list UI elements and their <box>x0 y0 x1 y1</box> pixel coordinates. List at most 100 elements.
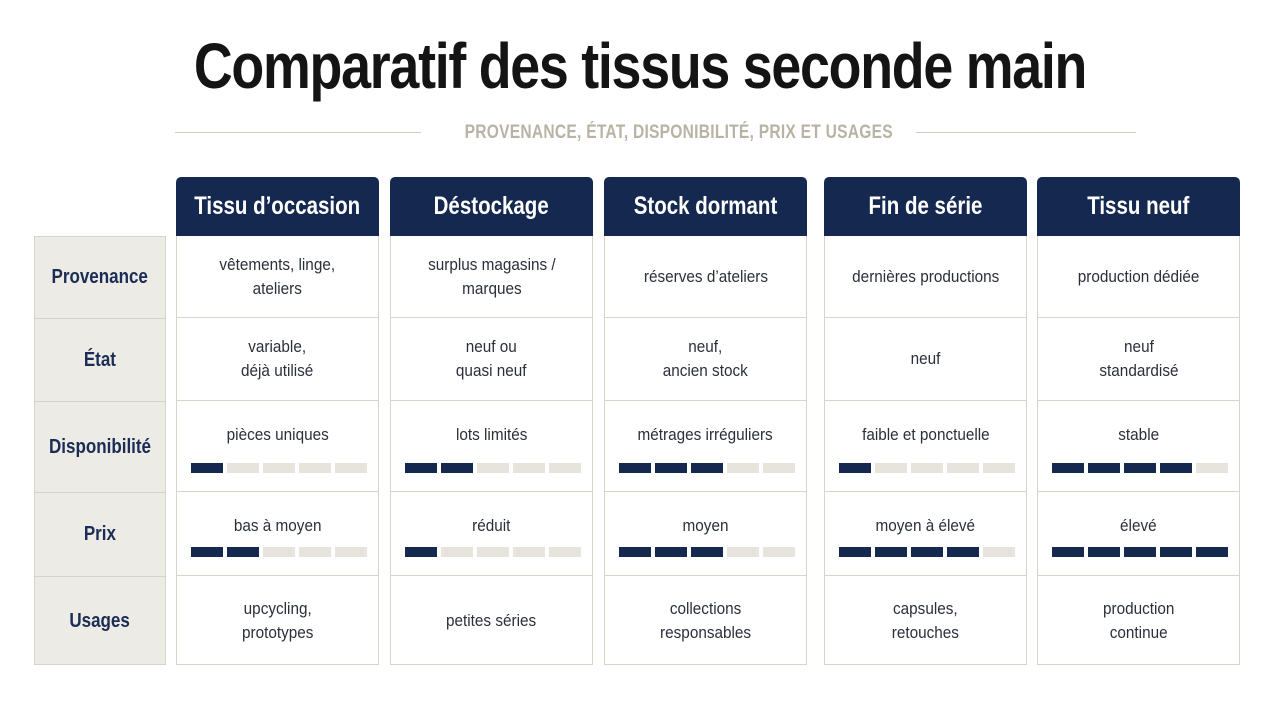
level-segment-empty <box>911 463 943 473</box>
cell-text: variable, déjà utilisé <box>241 337 314 380</box>
cell-disponibilite: lots limités <box>391 400 592 491</box>
cell-etat: neuf, ancien stock <box>605 317 806 400</box>
level-segment-empty <box>549 547 581 557</box>
cell-text: pièces uniques <box>226 425 329 444</box>
level-segment-filled <box>875 547 907 557</box>
cell-usages: production continue <box>1038 575 1239 665</box>
row-headers: Provenance État Disponibilité Prix Usage… <box>34 236 166 665</box>
column-header-label: Tissu d’occasion <box>194 192 361 220</box>
level-bar <box>619 463 795 473</box>
level-segment-empty <box>477 547 509 557</box>
level-segment-empty <box>763 547 795 557</box>
level-segment-filled <box>441 463 473 473</box>
cell-text: production dédiée <box>1077 266 1200 286</box>
cell-text: neuf ou quasi neuf <box>456 337 527 380</box>
cell-text: upcycling, prototypes <box>241 598 314 642</box>
column-header-label: Stock dormant <box>633 192 778 220</box>
level-segment-empty <box>477 463 509 473</box>
cell-text: bas à moyen <box>233 516 322 535</box>
subtitle-rule-right <box>916 132 1136 133</box>
column-header: Déstockage <box>390 177 593 236</box>
level-segment-empty <box>983 463 1015 473</box>
cell-text: dernières productions <box>851 266 1000 286</box>
column-3: Fin de série dernières productions neuf fai… <box>824 177 1027 665</box>
cell-text: moyen <box>682 516 729 535</box>
row-header-disponibilite: Disponibilité <box>35 401 165 492</box>
level-segment-empty <box>549 463 581 473</box>
column-header-label: Fin de série <box>868 192 983 220</box>
cell-text: réduit <box>472 516 511 535</box>
subtitle-rule-left <box>175 132 421 133</box>
column-body: dernières productions neuf faible et ponct… <box>824 236 1027 665</box>
level-segment-filled <box>1088 547 1120 557</box>
cell-provenance: dernières productions <box>825 236 1026 317</box>
cell-usages: petites séries <box>391 575 592 665</box>
column-header: Fin de série <box>824 177 1027 236</box>
column-body: réserves d’ateliers neuf, ancien stock mét… <box>604 236 807 665</box>
level-bar <box>839 463 1015 473</box>
cell-text: neuf <box>910 349 941 368</box>
cell-text: surplus magasins / marques <box>427 254 556 298</box>
level-bar <box>405 547 581 557</box>
column-1: Déstockage surplus magasins / marques neuf… <box>390 177 593 665</box>
level-segment-filled <box>1052 547 1084 557</box>
cell-usages: capsules, retouches <box>825 575 1026 665</box>
column-header: Tissu neuf <box>1037 177 1240 236</box>
level-segment-empty <box>335 547 367 557</box>
level-bar <box>619 547 795 557</box>
column-header-label: Tissu neuf <box>1087 192 1190 220</box>
cell-disponibilite: pièces uniques <box>177 400 378 491</box>
level-segment-empty <box>513 463 545 473</box>
cell-etat: neuf standardisé <box>1038 317 1239 400</box>
level-bar <box>191 547 367 557</box>
level-segment-filled <box>619 463 651 473</box>
level-segment-empty <box>947 463 979 473</box>
cell-text: faible et ponctuelle <box>861 425 990 444</box>
level-bar <box>191 463 367 473</box>
level-segment-filled <box>1124 547 1156 557</box>
level-segment-empty <box>875 463 907 473</box>
level-segment-filled <box>1088 463 1120 473</box>
level-segment-filled <box>405 463 437 473</box>
column-header: Stock dormant <box>604 177 807 236</box>
level-segment-empty <box>299 547 331 557</box>
cell-disponibilite: faible et ponctuelle <box>825 400 1026 491</box>
page-title: Comparatif des tissus seconde main <box>193 30 1088 102</box>
cell-provenance: surplus magasins / marques <box>391 236 592 317</box>
level-segment-empty <box>299 463 331 473</box>
cell-text: lots limités <box>455 425 528 444</box>
level-bar <box>405 463 581 473</box>
cell-text: stable <box>1118 425 1159 444</box>
cell-etat: variable, déjà utilisé <box>177 317 378 400</box>
column-header-label: Déstockage <box>433 192 550 220</box>
cell-disponibilite: stable <box>1038 400 1239 491</box>
level-segment-filled <box>619 547 651 557</box>
row-header-usages: Usages <box>35 576 165 666</box>
level-segment-empty <box>441 547 473 557</box>
cell-provenance: réserves d’ateliers <box>605 236 806 317</box>
level-segment-empty <box>727 547 759 557</box>
level-segment-empty <box>513 547 545 557</box>
subtitle: PROVENANCE, ÉTAT, DISPONIBILITÉ, PRIX ET… <box>464 122 893 143</box>
cell-prix: moyen <box>605 491 806 575</box>
level-segment-empty <box>763 463 795 473</box>
level-bar <box>1052 463 1228 473</box>
level-segment-empty <box>263 463 295 473</box>
column-header: Tissu d’occasion <box>176 177 379 236</box>
level-segment-empty <box>983 547 1015 557</box>
level-segment-filled <box>655 547 687 557</box>
level-segment-filled <box>1052 463 1084 473</box>
level-segment-filled <box>947 547 979 557</box>
level-bar <box>839 547 1015 557</box>
cell-provenance: production dédiée <box>1038 236 1239 317</box>
cell-prix: bas à moyen <box>177 491 378 575</box>
level-segment-filled <box>911 547 943 557</box>
row-header-provenance: Provenance <box>51 266 149 288</box>
level-segment-empty <box>263 547 295 557</box>
cell-usages: collections responsables <box>605 575 806 665</box>
subtitle-row: PROVENANCE, ÉTAT, DISPONIBILITÉ, PRIX ET… <box>0 118 1280 148</box>
cell-prix: moyen à élevé <box>825 491 1026 575</box>
cell-etat: neuf ou quasi neuf <box>391 317 592 400</box>
column-2: Stock dormant réserves d’ateliers neuf, an… <box>604 177 807 665</box>
level-segment-filled <box>839 547 871 557</box>
